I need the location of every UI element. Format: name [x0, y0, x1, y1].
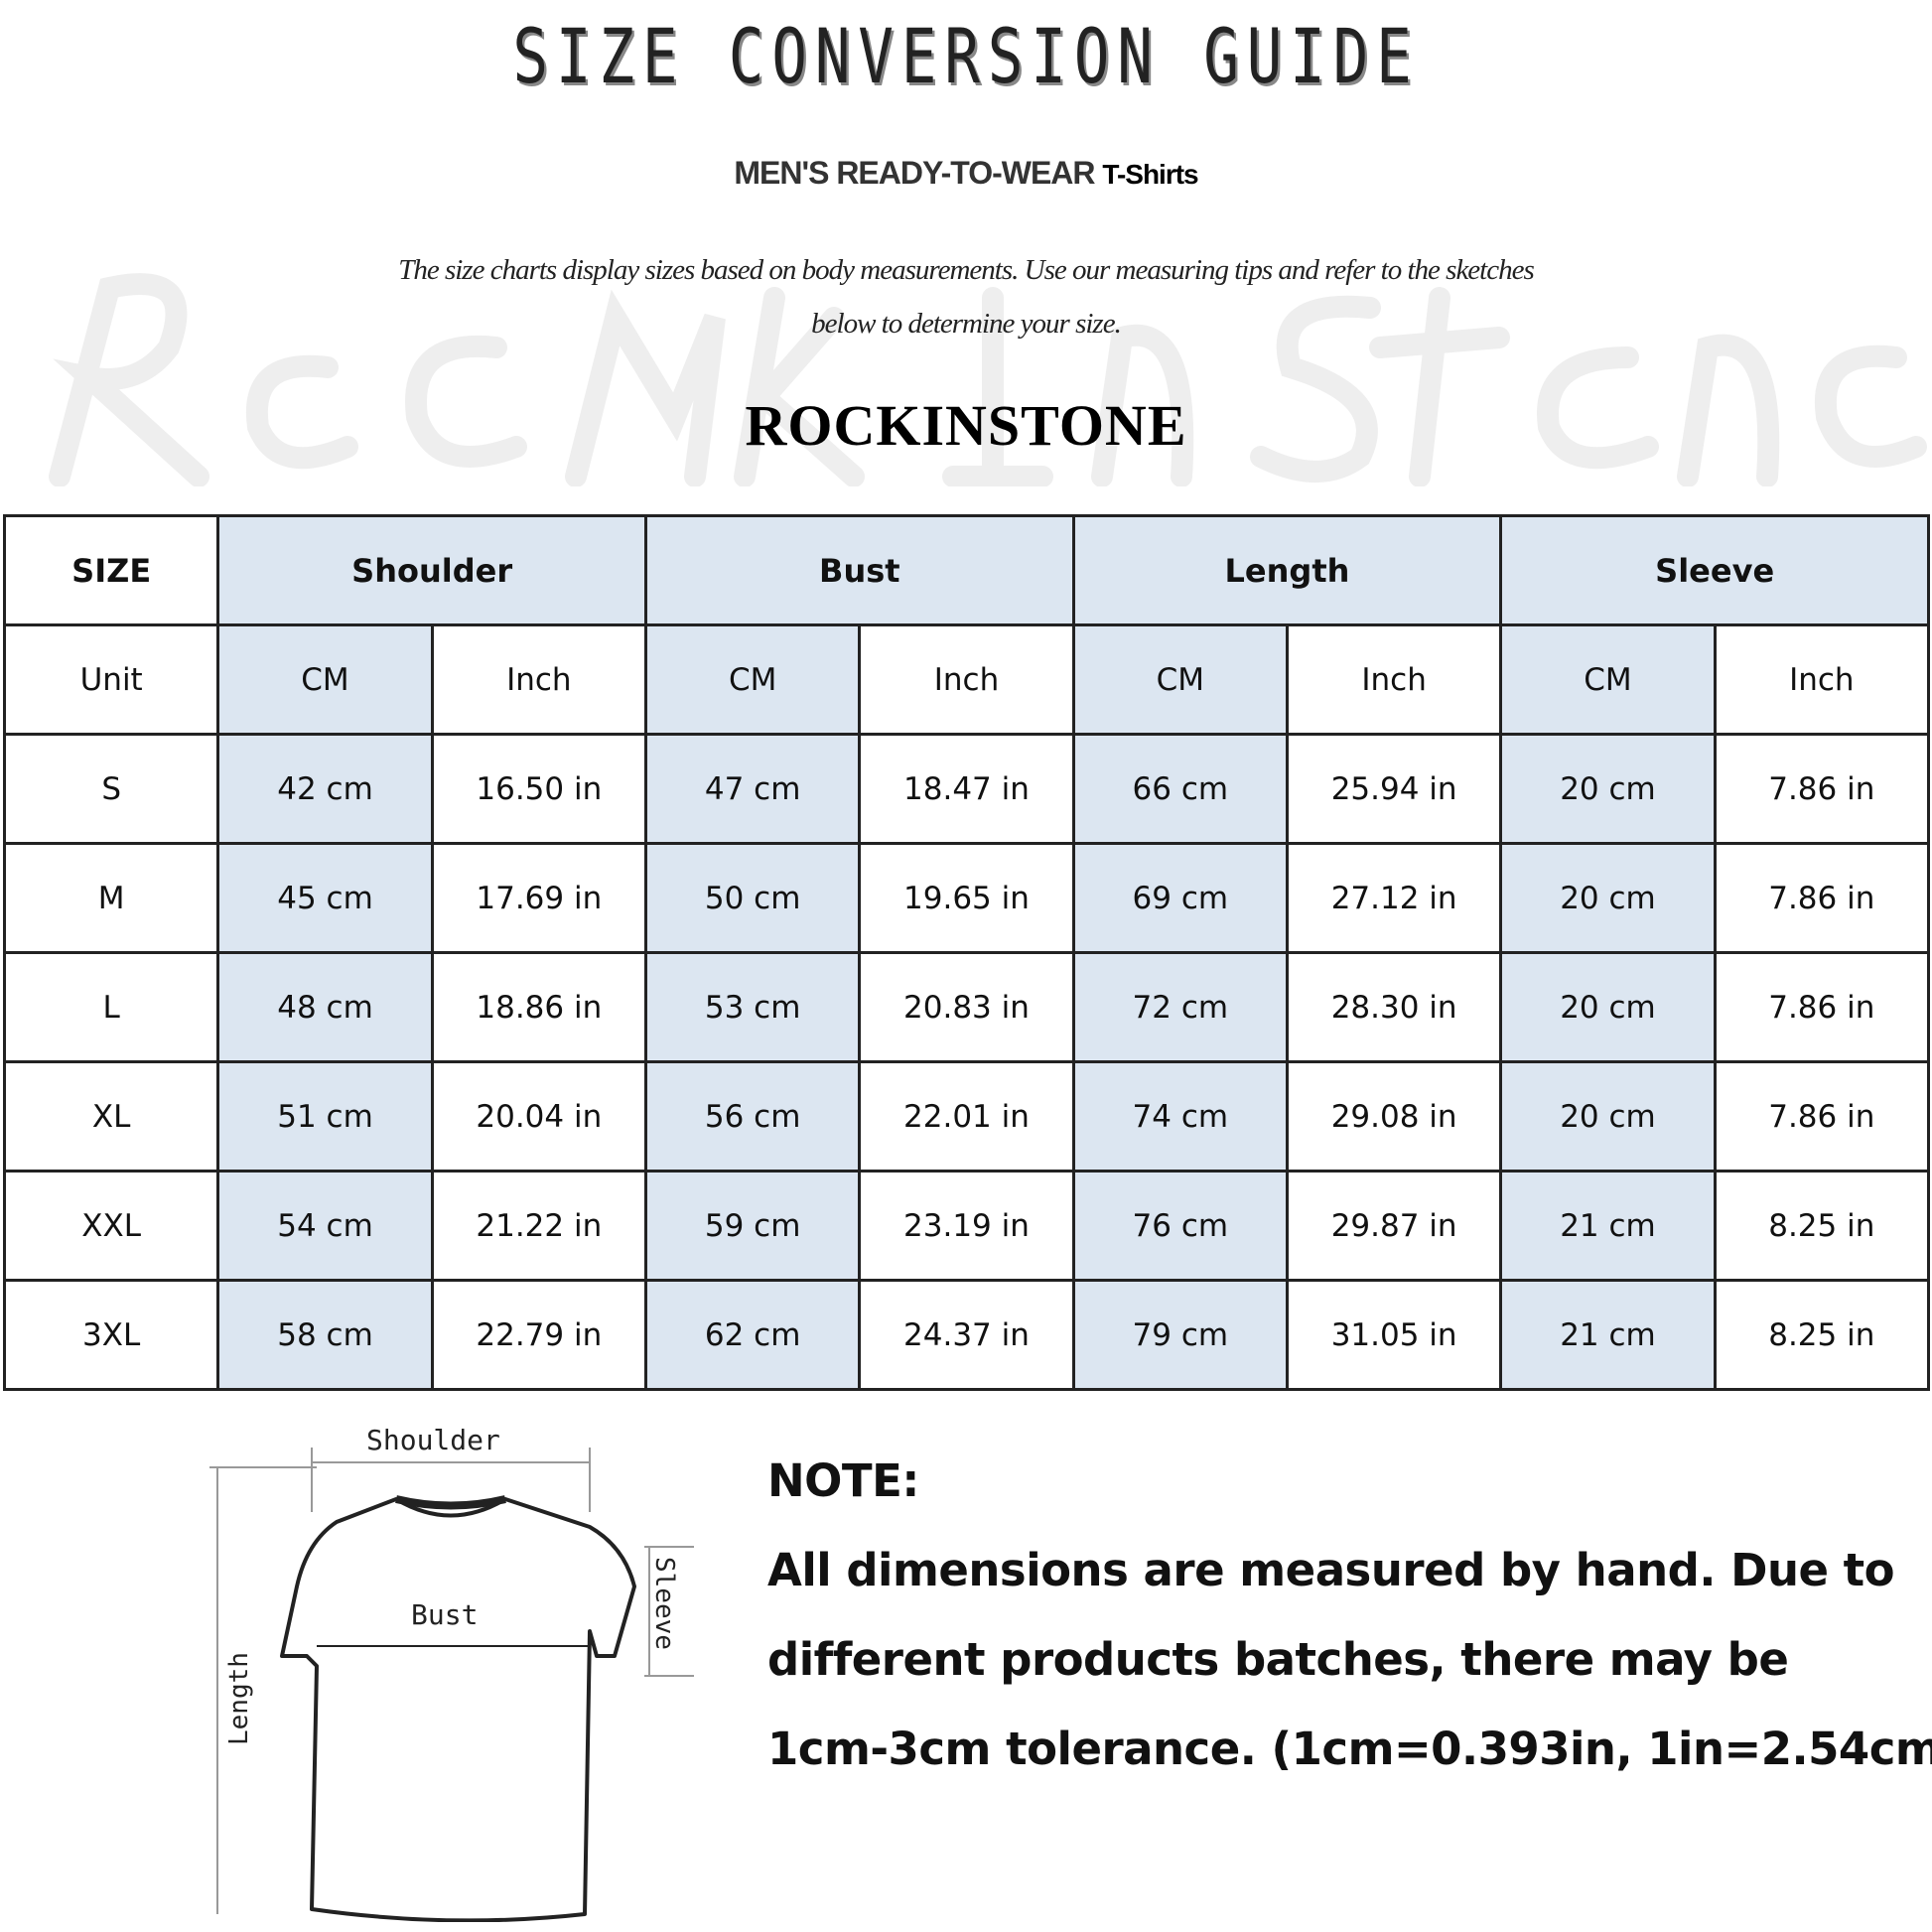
size-cell: XXL — [2, 1170, 220, 1282]
measurement-cell: 29.87 in — [1285, 1170, 1503, 1282]
measurement-cell: 28.30 in — [1285, 951, 1503, 1063]
bust-label: Bust — [411, 1598, 478, 1631]
measurement-cell: 20 cm — [1499, 733, 1717, 845]
subtitle: MEN'S READY-TO-WEAR T-Shirts — [0, 155, 1932, 192]
measurement-cell: 8.25 in — [1713, 1279, 1931, 1391]
header-cell: Sleeve — [1499, 514, 1930, 626]
measurement-cell: 7.86 in — [1713, 842, 1931, 954]
subtitle-main: MEN'S READY-TO-WEAR — [734, 155, 1095, 191]
table-row: M 45 cm 17.69 in 50 cm 19.65 in 69 cm 27.12 in… — [2, 842, 1931, 954]
measurement-cell: 20.04 in — [430, 1060, 647, 1173]
description-line-1: The size charts display sizes based on b… — [398, 254, 1535, 286]
measurement-cell: 69 cm — [1071, 842, 1289, 954]
unit-row: Unit CM Inch CM Inch CM Inch CM Inch — [2, 623, 1931, 736]
measurement-cell: 79 cm — [1071, 1279, 1289, 1391]
header-row: SIZE Shoulder Bust Length Sleeve — [2, 514, 1930, 626]
subtitle-product: T-Shirts — [1102, 159, 1198, 190]
brand-name: ROCKINSTONE — [745, 393, 1187, 458]
measurement-cell: 21 cm — [1499, 1279, 1717, 1391]
table-row: XL 51 cm 20.04 in 56 cm 22.01 in 74 cm 29.08 i… — [2, 1060, 1931, 1173]
measurement-cell: 8.25 in — [1713, 1170, 1931, 1282]
tshirt-sketch: Shoulder Bust Length Sleeve — [209, 1424, 694, 1922]
header-cell: SIZE — [2, 514, 220, 626]
unit-cell: CM — [643, 623, 862, 736]
measurement-cell: 17.69 in — [430, 842, 647, 954]
measurement-cell: 74 cm — [1071, 1060, 1289, 1173]
unit-cell: Inch — [1713, 623, 1931, 736]
table-row: XXL 54 cm 21.22 in 59 cm 23.19 in 76 cm 29.87 … — [2, 1170, 1931, 1282]
note-line-2: different products batches, there may be — [767, 1633, 1789, 1686]
note-line-3: 1cm-3cm tolerance. (1cm=0.393in, 1in=2.5… — [767, 1723, 1932, 1775]
measurement-cell: 56 cm — [643, 1060, 862, 1173]
measurement-cell: 62 cm — [643, 1279, 862, 1391]
measurement-cell: 20 cm — [1499, 1060, 1717, 1173]
table-row: 3XL 58 cm 22.79 in 62 cm 24.37 in 79 cm 31.05 … — [2, 1279, 1931, 1391]
measurement-cell: 16.50 in — [430, 733, 647, 845]
measurement-cell: 31.05 in — [1285, 1279, 1503, 1391]
measurement-cell: 20.83 in — [858, 951, 1075, 1063]
measurement-cell: 21 cm — [1499, 1170, 1717, 1282]
measurement-cell: 22.01 in — [858, 1060, 1075, 1173]
measurement-cell: 27.12 in — [1285, 842, 1503, 954]
measurement-cell: 53 cm — [643, 951, 862, 1063]
size-table: SIZE Shoulder Bust Length Sleeve Unit CM Inch CM… — [2, 514, 1931, 1391]
size-cell: M — [2, 842, 220, 954]
unit-cell: CM — [216, 623, 434, 736]
measurement-cell: 48 cm — [216, 951, 434, 1063]
measurement-cell: 22.79 in — [430, 1279, 647, 1391]
unit-cell: CM — [1499, 623, 1717, 736]
size-cell: S — [2, 733, 220, 845]
header-cell: Length — [1071, 514, 1503, 626]
size-cell: XL — [2, 1060, 220, 1173]
header-cell: Shoulder — [216, 514, 647, 626]
measurement-cell: 7.86 in — [1713, 733, 1931, 845]
shoulder-label: Shoulder — [366, 1424, 500, 1456]
measurement-cell: 19.65 in — [858, 842, 1075, 954]
measurement-cell: 20 cm — [1499, 842, 1717, 954]
size-cell: 3XL — [2, 1279, 220, 1391]
measurement-cell: 7.86 in — [1713, 951, 1931, 1063]
measurement-cell: 45 cm — [216, 842, 434, 954]
table-row: S 42 cm 16.50 in 47 cm 18.47 in 66 cm 25.94 in… — [2, 733, 1931, 845]
measurement-cell: 24.37 in — [858, 1279, 1075, 1391]
measurement-cell: 54 cm — [216, 1170, 434, 1282]
watermark-logo — [49, 273, 1927, 486]
measurement-cell: 66 cm — [1071, 733, 1289, 845]
description-line-2: below to determine your size. — [811, 308, 1122, 340]
unit-cell: Unit — [2, 623, 220, 736]
measurement-cell: 7.86 in — [1713, 1060, 1931, 1173]
sleeve-label: Sleeve — [649, 1557, 679, 1650]
note-heading: NOTE: — [767, 1454, 919, 1507]
measurement-cell: 50 cm — [643, 842, 862, 954]
unit-cell: Inch — [1285, 623, 1503, 736]
measurement-cell: 18.47 in — [858, 733, 1075, 845]
measurement-cell: 25.94 in — [1285, 733, 1503, 845]
length-label: Length — [224, 1652, 254, 1745]
measurement-cell: 76 cm — [1071, 1170, 1289, 1282]
measurement-cell: 58 cm — [216, 1279, 434, 1391]
note-line-1: All dimensions are measured by hand. Due… — [767, 1544, 1895, 1596]
measurement-cell: 42 cm — [216, 733, 434, 845]
table-row: L 48 cm 18.86 in 53 cm 20.83 in 72 cm 28.30 in… — [2, 951, 1931, 1063]
unit-cell: Inch — [858, 623, 1075, 736]
measurement-cell: 20 cm — [1499, 951, 1717, 1063]
unit-cell: Inch — [430, 623, 647, 736]
measurement-cell: 59 cm — [643, 1170, 862, 1282]
unit-cell: CM — [1071, 623, 1289, 736]
measurement-cell: 23.19 in — [858, 1170, 1075, 1282]
size-cell: L — [2, 951, 220, 1063]
measurement-cell: 29.08 in — [1285, 1060, 1503, 1173]
measurement-cell: 72 cm — [1071, 951, 1289, 1063]
measurement-cell: 18.86 in — [430, 951, 647, 1063]
measurement-cell: 47 cm — [643, 733, 862, 845]
measurement-cell: 21.22 in — [430, 1170, 647, 1282]
page-title: SIZE CONVERSION GUIDE — [512, 12, 1420, 100]
measurement-cell: 51 cm — [216, 1060, 434, 1173]
header-cell: Bust — [643, 514, 1075, 626]
